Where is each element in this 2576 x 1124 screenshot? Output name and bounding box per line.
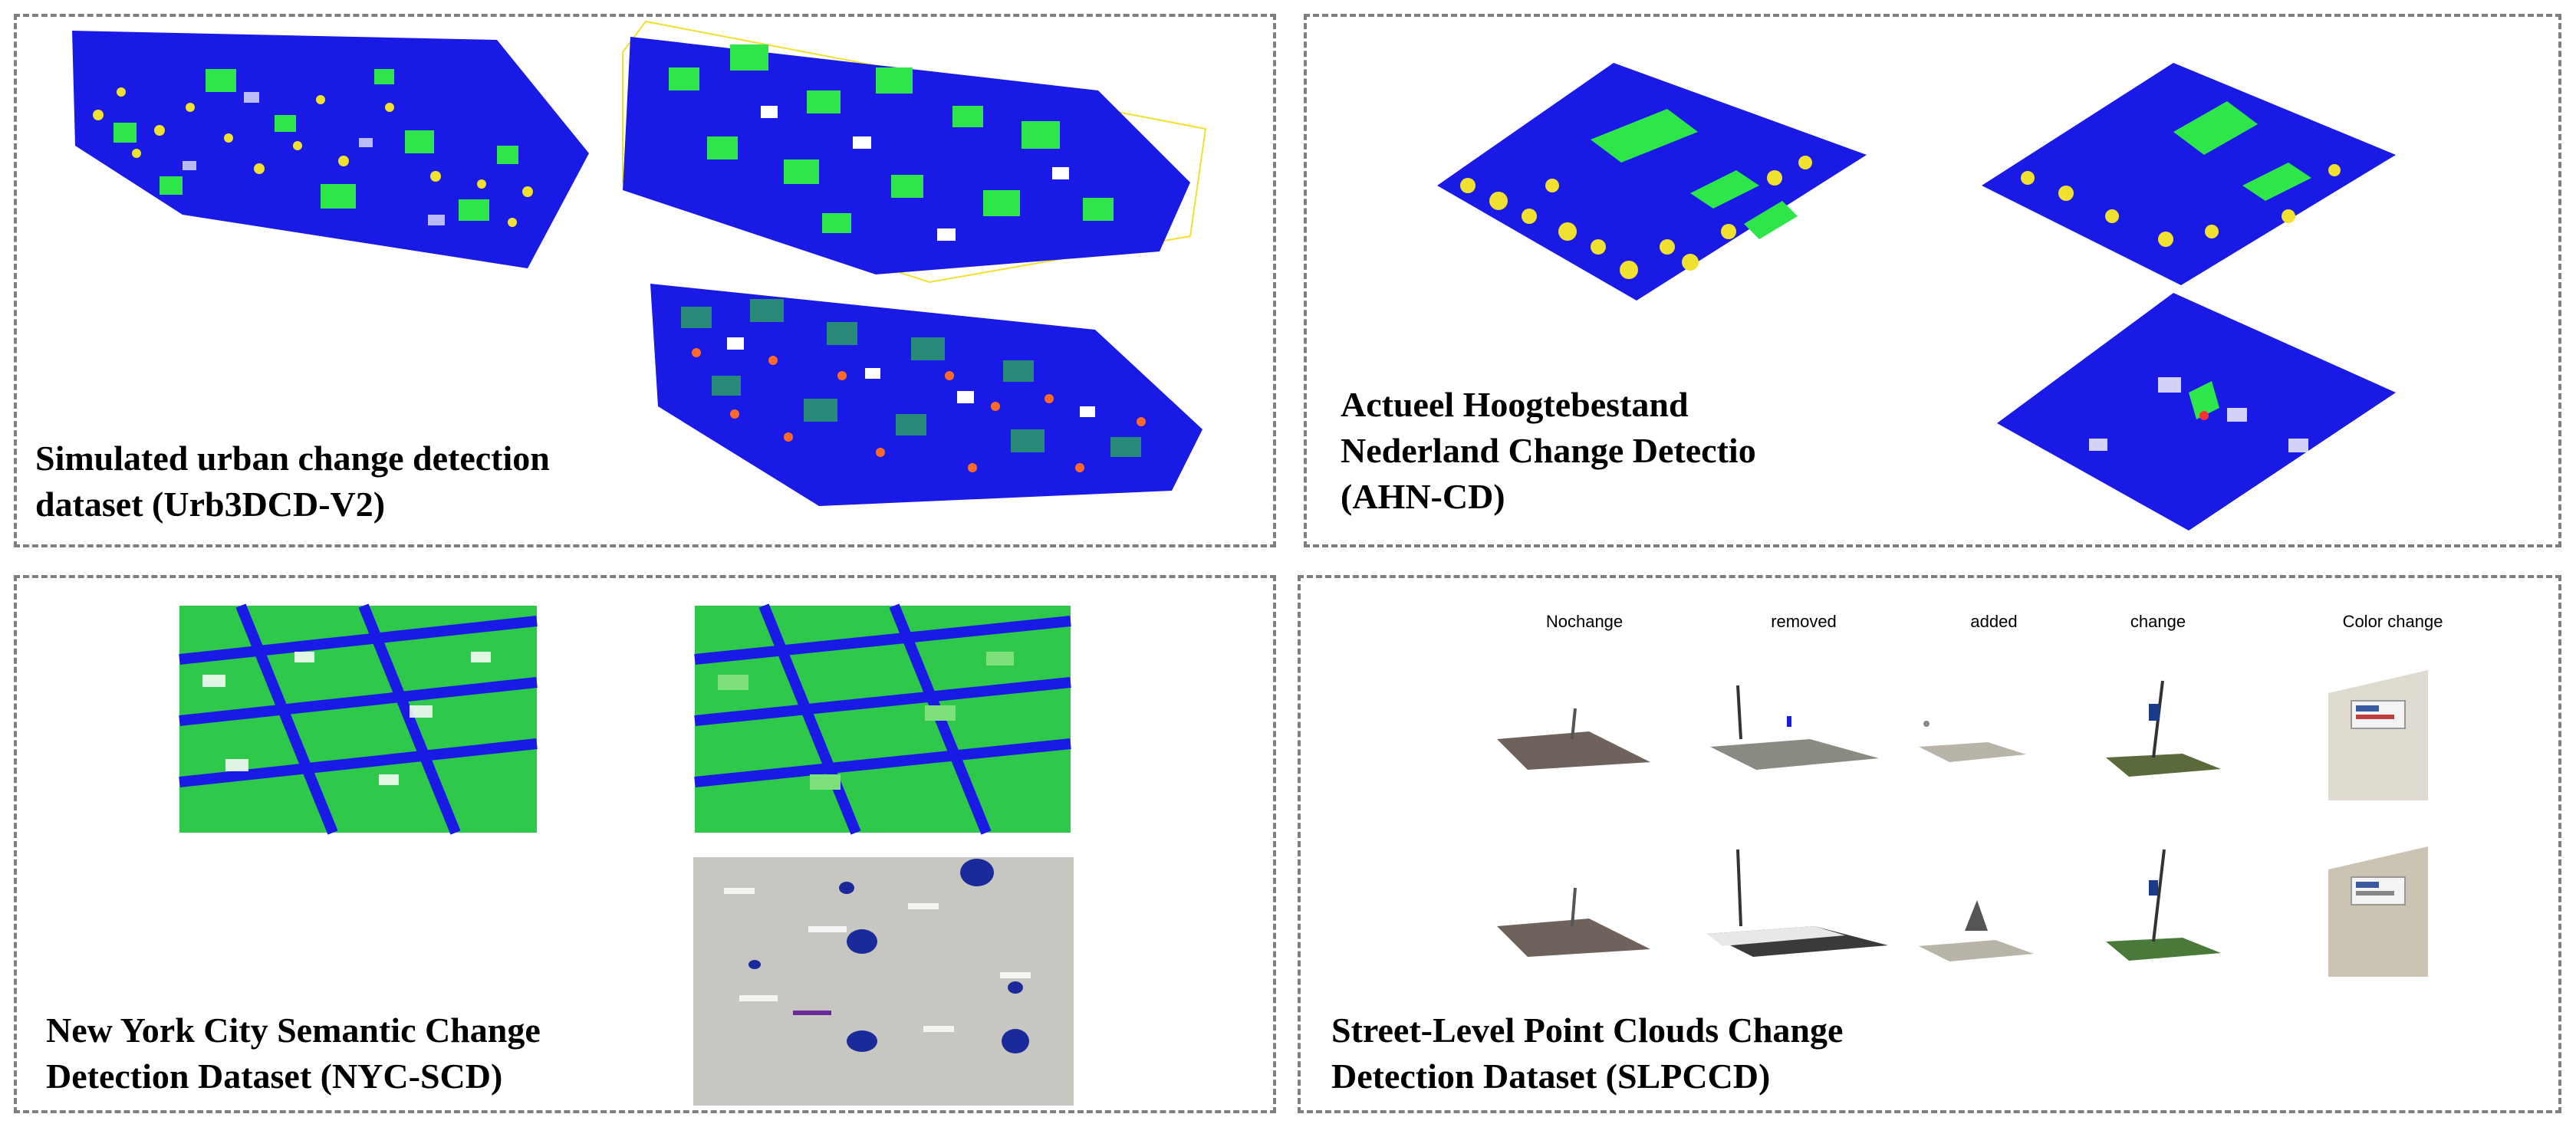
urb3dcd-title: Simulated urban change detection dataset… (35, 439, 550, 524)
slpccd-color-change-epoch2 (2328, 846, 2428, 977)
column-label-color-change: Color change (2342, 612, 2443, 631)
slpccd-color-change-epoch1 (2328, 670, 2428, 800)
slpccd-added-epoch2 (1919, 900, 2034, 961)
ahn-change-map (1997, 293, 2396, 531)
ahn-point-cloud-epoch1 (1437, 63, 1867, 301)
urb3dcd-change-map (650, 284, 1202, 506)
column-label-change: change (2130, 612, 2186, 631)
column-label-removed: removed (1771, 612, 1837, 631)
panel-slpccd: Nochange removed added change Color chan… (1298, 575, 2561, 1113)
column-label-nochange: Nochange (1545, 612, 1624, 631)
slpccd-added-epoch1 (1919, 721, 2026, 762)
ahn-point-cloud-epoch2 (1982, 63, 2396, 285)
column-label-added: added (1970, 612, 2018, 631)
panel-ahn: Actueel Hoogtebestand Nederland Change D… (1304, 14, 2561, 547)
nyc-change-map (693, 857, 1074, 1106)
slpccd-title: Street-Level Point Clouds Change Detecti… (1331, 1011, 1844, 1096)
slpccd-change-epoch1 (2106, 680, 2221, 777)
ahn-title: Actueel Hoogtebestand Nederland Change D… (1341, 385, 1756, 516)
urb3dcd-point-cloud-epoch1 (72, 31, 589, 268)
nyc-title: New York City Semantic Change Detection … (46, 1011, 541, 1096)
panel-nyc: New York City Semantic Change Detection … (14, 575, 1276, 1113)
slpccd-removed-epoch1 (1710, 685, 1879, 770)
nyc-point-cloud-epoch2 (694, 603, 1071, 835)
slpccd-nochange-epoch1 (1497, 708, 1650, 770)
nyc-point-cloud-epoch1 (179, 603, 538, 835)
panel-urb3dcd: Simulated urban change detection dataset… (14, 14, 1276, 547)
slpccd-change-epoch2 (2106, 849, 2221, 961)
urb3dcd-point-cloud-epoch2 (622, 20, 1207, 284)
slpccd-removed-epoch2 (1707, 849, 1888, 957)
slpccd-nochange-epoch2 (1497, 887, 1650, 957)
